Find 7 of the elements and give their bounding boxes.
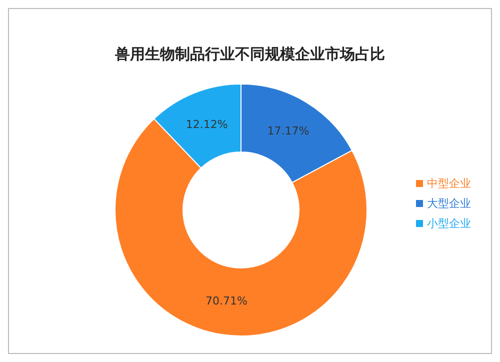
chart-title: 兽用生物制品行业不同规模企业市场占比 (114, 44, 386, 64)
legend-label: 大型企业 (427, 197, 471, 210)
data-label: 17.17% (267, 124, 310, 138)
legend-label: 中型企业 (427, 177, 471, 190)
data-label: 12.12% (186, 118, 228, 132)
legend-label: 小型企业 (427, 217, 471, 230)
data-label: 70.71% (205, 294, 248, 308)
